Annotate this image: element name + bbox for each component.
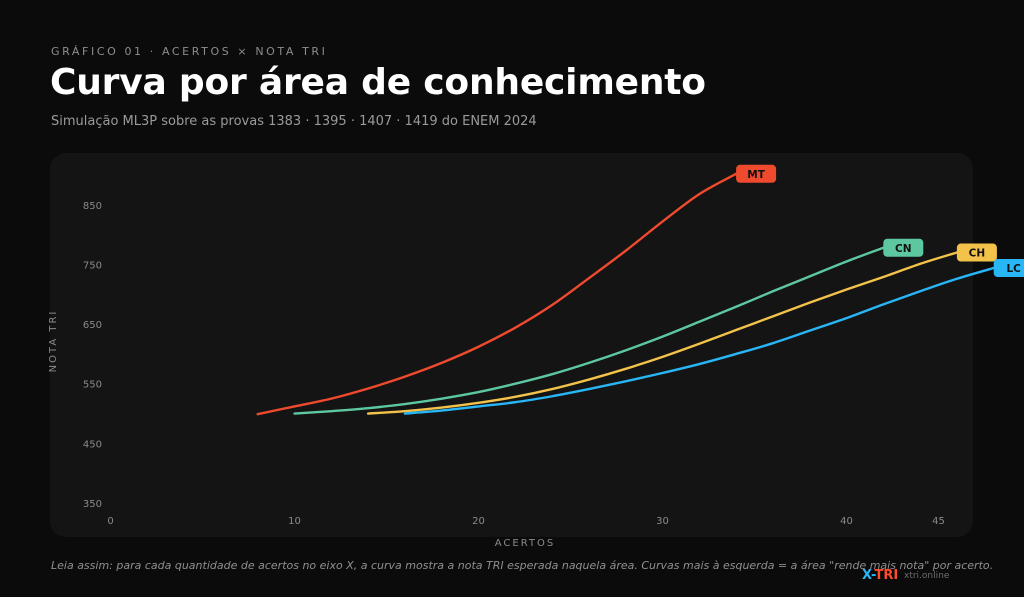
y-tick-label: 550 — [83, 380, 102, 391]
x-tick-label: 10 — [288, 516, 301, 527]
series-label-mt: MT — [747, 169, 765, 181]
x-axis-title: ACERTOS — [495, 538, 556, 549]
y-tick-label: 650 — [83, 320, 102, 331]
series-line-ch — [366, 251, 959, 415]
x-tick-label: 0 — [107, 516, 113, 527]
brand-url: xtri.online — [904, 571, 950, 581]
series-label-badge-cn — [883, 238, 924, 257]
series-label-badge-mt — [736, 164, 777, 183]
series-line-lc — [403, 266, 995, 415]
x-tick-label: 40 — [840, 516, 853, 527]
reading-note: Leia assim: para cada quantidade de acer… — [51, 559, 994, 572]
x-tick-label: 30 — [656, 516, 669, 527]
x-tick-label: 45 — [932, 516, 945, 527]
chart-eyebrow: GRÁFICO 01 · ACERTOS × NOTA TRI — [51, 45, 328, 58]
series-label-lc: LC — [1006, 263, 1021, 275]
series-label-ch: CH — [969, 248, 986, 260]
x-tick-label: 20 — [472, 516, 485, 527]
brand-x: X- — [862, 568, 875, 583]
chart-panel — [50, 153, 973, 537]
y-tick-label: 750 — [83, 260, 102, 271]
y-tick-label: 450 — [83, 439, 102, 450]
y-tick-label: 350 — [83, 499, 102, 510]
page-subtitle: Simulação ML3P sobre as provas 1383 · 13… — [51, 114, 537, 129]
y-tick-label: 850 — [83, 201, 102, 212]
brand-logo: X-TRI — [862, 568, 898, 583]
series-line-cn — [293, 246, 885, 415]
page-title: Curva por área de conhecimento — [50, 62, 706, 103]
series-label-badge-lc — [993, 259, 1024, 278]
series-label-badge-ch — [956, 243, 997, 262]
brand-tri: TRI — [874, 568, 899, 583]
y-axis-title: NOTA TRI — [48, 310, 59, 373]
series-line-mt — [256, 172, 738, 416]
series-label-cn: CN — [895, 243, 912, 255]
